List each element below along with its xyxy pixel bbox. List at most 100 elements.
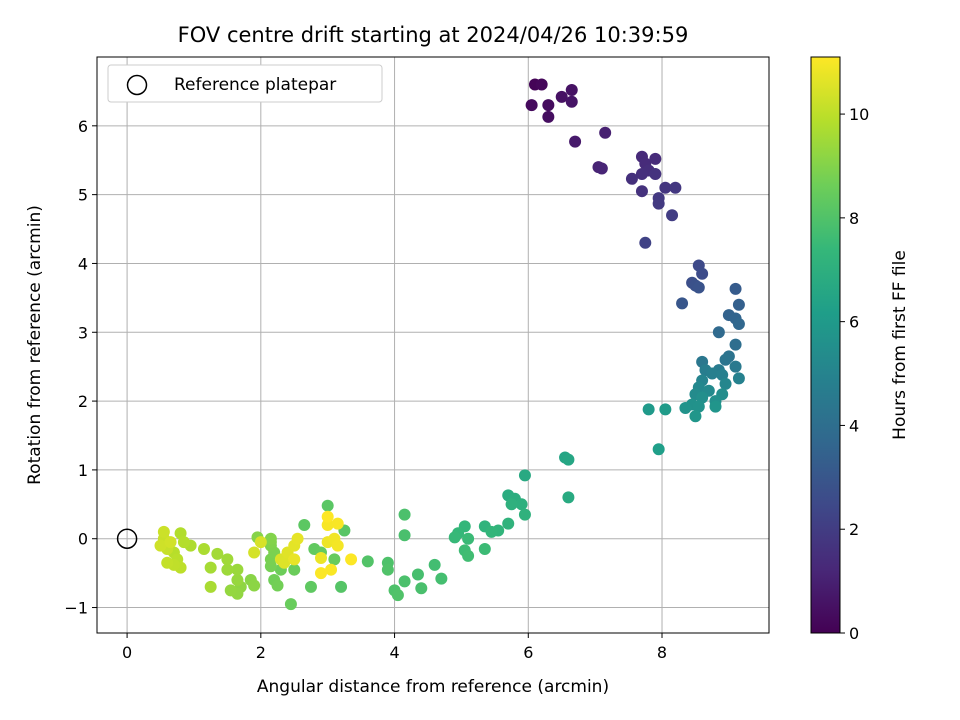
scatter-point <box>325 563 338 576</box>
scatter-point <box>161 556 174 569</box>
scatter-point <box>462 549 475 562</box>
scatter-point <box>231 574 244 587</box>
scatter-point <box>485 525 498 538</box>
scatter-point <box>448 531 461 544</box>
scatter-point <box>254 536 267 549</box>
legend-box <box>107 64 383 103</box>
scatter-point <box>428 558 441 571</box>
scatter-point <box>204 580 217 593</box>
scatter-point <box>595 162 608 175</box>
scatter-point <box>729 360 742 373</box>
scatter-point <box>562 491 575 504</box>
colorbar <box>810 56 841 634</box>
scatter-point <box>642 403 655 416</box>
y-axis-label: Rotation from reference (arcmin) <box>25 205 45 485</box>
x-tick-label: 6 <box>523 643 533 662</box>
plot-frame <box>96 56 770 634</box>
scatter-point <box>565 84 578 97</box>
scatter-point <box>315 567 327 580</box>
scatter-point <box>345 553 358 566</box>
reference-marker <box>116 528 138 549</box>
colorbar-tick-label: 6 <box>849 313 859 332</box>
scatter-point <box>635 167 648 180</box>
scatter-point <box>505 498 518 511</box>
scatter-point <box>288 553 301 566</box>
scatter-point <box>679 401 692 414</box>
scatter-point <box>692 281 705 294</box>
scatter-point <box>361 555 374 568</box>
y-tick-label: 3 <box>78 323 88 342</box>
scatter-point <box>197 543 210 556</box>
y-tick-label: 5 <box>78 186 88 205</box>
scatter-point <box>462 532 475 545</box>
scatter-point <box>398 575 411 588</box>
scatter-point <box>729 338 742 351</box>
scatter-point <box>649 152 662 165</box>
colorbar-tick-label: 0 <box>849 624 859 643</box>
scatter-point <box>502 517 515 530</box>
scatter-point <box>221 553 234 566</box>
scatter-point <box>154 539 167 552</box>
scatter-point <box>231 563 244 576</box>
x-axis-label: Angular distance from reference (arcmin) <box>257 677 609 697</box>
x-tick-label: 4 <box>389 643 399 662</box>
y-tick-label: 6 <box>78 117 88 136</box>
colorbar-tick-label: 2 <box>849 520 859 539</box>
scatter-point <box>669 181 682 194</box>
scatter-point <box>732 298 745 311</box>
scatter-point <box>411 568 424 581</box>
scatter-point <box>659 181 672 194</box>
y-tick-label: 0 <box>78 530 88 549</box>
scatter-point <box>271 579 284 592</box>
scatter-point <box>639 236 652 249</box>
legend-marker-reference <box>126 74 148 96</box>
scatter-point <box>706 367 719 380</box>
scatter-point <box>535 78 548 91</box>
scatter-point <box>719 377 732 390</box>
y-tick-label: 1 <box>78 461 88 480</box>
scatter-point <box>709 400 722 413</box>
scatter-point <box>635 185 648 198</box>
scatter-point <box>298 518 311 531</box>
scatter-point <box>515 498 528 511</box>
scatter-point <box>652 197 665 210</box>
legend: Reference platepar <box>107 64 383 103</box>
x-axis-ticks: 0 2 4 6 8 <box>122 633 667 662</box>
y-tick-label: −1 <box>64 599 88 618</box>
scatter-point <box>625 172 638 185</box>
colorbar-ticks: 0 2 4 6 8 10 <box>840 105 869 643</box>
scatter-point <box>177 536 190 549</box>
colorbar-label: Hours from first FF file <box>890 250 910 440</box>
scatter-point <box>398 508 411 521</box>
colorbar-tick-label: 10 <box>849 105 869 124</box>
scatter-point <box>478 543 491 556</box>
scatter-point <box>321 510 334 523</box>
scatter-point <box>224 584 237 597</box>
legend-entry-reference: Reference platepar <box>174 75 336 95</box>
scatter-point <box>712 326 725 339</box>
scatter-point <box>331 539 344 552</box>
scatter-point <box>525 99 538 112</box>
scatter-point <box>649 167 662 180</box>
scatter-point <box>599 126 612 139</box>
scatter-point <box>732 318 745 331</box>
scatter-point <box>719 353 732 366</box>
scatter-point <box>321 499 334 512</box>
scatter-point <box>398 529 411 542</box>
scatter-point <box>569 135 582 148</box>
scatter-point <box>692 400 705 413</box>
scatter-point <box>676 297 689 310</box>
scatter-point <box>659 403 672 416</box>
y-axis-ticks: −1 0 1 2 3 4 5 6 <box>64 117 97 618</box>
scatter-point <box>729 282 742 295</box>
x-tick-label: 8 <box>657 643 667 662</box>
chart-title: FOV centre drift starting at 2024/04/26 … <box>178 23 689 47</box>
scatter-point <box>284 598 297 611</box>
scatter-point <box>288 563 301 576</box>
scatter-point <box>221 563 234 576</box>
scatter-point <box>689 410 702 423</box>
scatter-point <box>555 90 568 103</box>
scatter-point <box>331 517 344 530</box>
scatter-point <box>732 372 745 385</box>
